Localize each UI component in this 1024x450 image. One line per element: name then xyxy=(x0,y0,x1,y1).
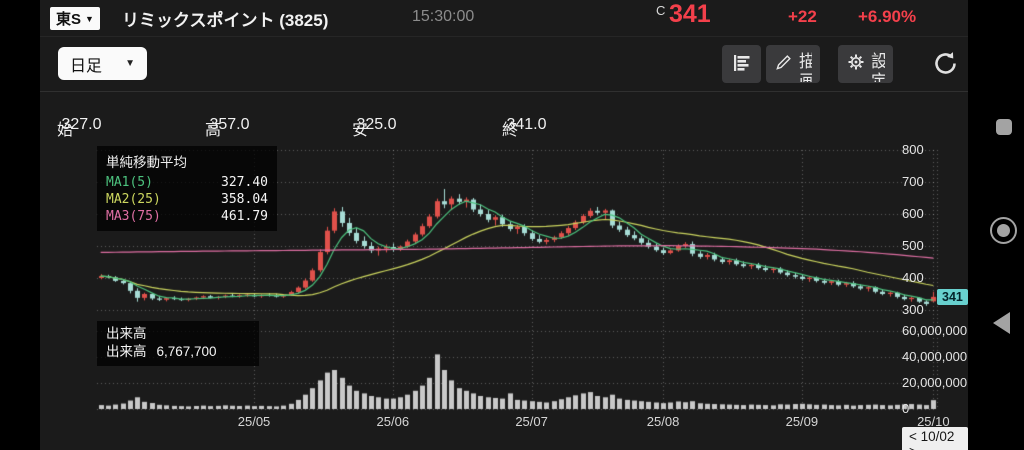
android-back-button[interactable] xyxy=(993,312,1010,334)
volume-axis-tick: 60,000,000 xyxy=(902,323,968,338)
price-change-percent: +6.90% xyxy=(858,7,917,26)
gear-icon xyxy=(846,52,866,77)
ma2-label: MA2(25) xyxy=(106,192,161,207)
timeframe-dropdown[interactable]: 日足 ▼ xyxy=(58,47,147,80)
price-axis-tick: 700 xyxy=(902,174,924,189)
ma1-value: 327.40 xyxy=(221,175,268,190)
caret-down-icon: ▼ xyxy=(125,58,135,69)
ohlc-row: 始 327.0 高 357.0 安 325.0 終 341.0 xyxy=(40,96,968,139)
volume-legend: 出来高 出来高 6,767,700 xyxy=(97,321,259,366)
volume-axis-tick: 40,000,000 xyxy=(902,349,968,364)
x-axis-month-tick: 25/06 xyxy=(376,414,410,429)
volume-axis-tick: 0 xyxy=(902,401,910,416)
price-axis-tick: 300 xyxy=(902,302,924,317)
high-value: 高 357.0 xyxy=(205,116,250,139)
x-axis-month-tick: 25/09 xyxy=(785,414,819,429)
market-badge-label: 東S xyxy=(56,11,82,28)
refresh-icon xyxy=(932,52,959,81)
low-value: 安 325.0 xyxy=(352,116,397,139)
settings-button[interactable]: 設定 xyxy=(838,45,893,83)
ma1-label: MA1(5) xyxy=(106,175,153,190)
android-home-button[interactable] xyxy=(990,217,1017,244)
current-price-prefix: C xyxy=(656,3,666,18)
caret-down-icon: ▼ xyxy=(85,13,94,24)
volume-legend-title: 出来高 xyxy=(106,326,147,341)
order-book-button[interactable] xyxy=(722,45,761,83)
x-axis-month-tick: 25/08 xyxy=(646,414,680,429)
volume-value: 6,767,700 xyxy=(156,344,217,359)
open-value: 始 327.0 xyxy=(57,116,102,139)
price-axis-tick: 400 xyxy=(902,270,924,285)
draw-button-label: 描画 xyxy=(799,52,812,82)
x-axis-month-tick: 25/05 xyxy=(237,414,271,429)
draw-button[interactable]: 描画 xyxy=(766,45,820,83)
timeframe-label: 日足 xyxy=(70,57,103,75)
settings-button-label: 設定 xyxy=(871,52,885,82)
price-change: +22 xyxy=(788,7,817,26)
ma2-value: 358.04 xyxy=(221,192,268,207)
price-axis-tick: 600 xyxy=(902,206,924,221)
price-axis-tick: 800 xyxy=(902,142,924,157)
date-pager-button[interactable]: < 10/02 > xyxy=(902,427,968,450)
ma3-label: MA3(75) xyxy=(106,209,161,224)
ma3-row: MA3(75) 461.79 xyxy=(106,208,268,225)
ma-legend: 単純移動平均 MA1(5) 327.40 MA2(25) 358.04 MA3(… xyxy=(97,146,277,231)
android-recents-button[interactable] xyxy=(996,119,1012,135)
home-icon xyxy=(996,223,1010,237)
price-axis-tick: 500 xyxy=(902,238,924,253)
volume-value-row: 出来高 6,767,700 xyxy=(106,344,217,359)
ma-legend-title: 単純移動平均 xyxy=(106,155,187,170)
stock-title: リミックスポイント (3825) xyxy=(122,11,329,30)
current-price: 341 xyxy=(669,0,711,28)
x-axis-month-tick: 25/10 xyxy=(917,414,950,429)
volume-axis-tick: 20,000,000 xyxy=(902,375,968,390)
x-axis-month-tick: 25/07 xyxy=(515,414,548,429)
ma2-row: MA2(25) 358.04 xyxy=(106,191,268,208)
ma3-value: 461.79 xyxy=(221,209,268,224)
bars-icon xyxy=(731,52,753,79)
refresh-button[interactable] xyxy=(932,50,960,78)
chart-app: 東S ▼ リミックスポイント (3825) 15:30:00 C 341 +22… xyxy=(40,0,1008,450)
quote-time: 15:30:00 xyxy=(412,8,475,25)
chart-toolbar: 日足 ▼ 描画 xyxy=(40,38,968,92)
current-price-tag: 341 xyxy=(937,289,968,305)
pencil-icon xyxy=(774,52,794,77)
app-header: 東S ▼ リミックスポイント (3825) 15:30:00 C 341 +22… xyxy=(40,0,968,37)
close-value: 終 341.0 xyxy=(502,116,547,139)
market-badge-dropdown[interactable]: 東S ▼ xyxy=(50,7,100,30)
ma1-row: MA1(5) 327.40 xyxy=(106,174,268,191)
